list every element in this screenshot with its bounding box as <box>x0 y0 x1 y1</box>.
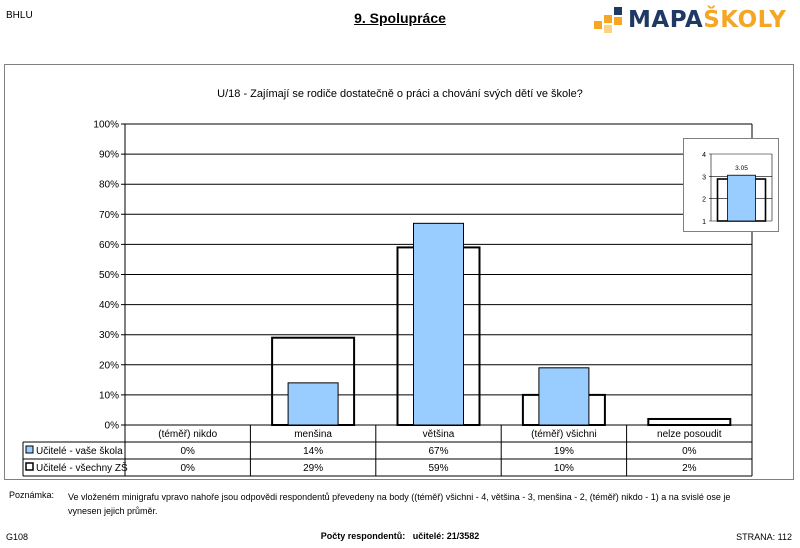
note-text: Ve vloženém minigrafu vpravo nahoře jsou… <box>68 492 731 516</box>
logo-text-mapa: MAPA <box>628 7 704 33</box>
data-label-your-school: 14% <box>303 446 323 457</box>
page-number: STRANA: 112 <box>736 532 792 542</box>
legend-label-your-school: Učitelé - vaše škola <box>36 446 123 457</box>
bar-all-schools <box>647 417 732 427</box>
mini-y-tick-label: 3 <box>702 174 706 181</box>
data-label-all-schools: 29% <box>303 463 323 474</box>
mini-y-tick-label: 4 <box>702 152 706 159</box>
data-label-all-schools: 10% <box>554 463 574 474</box>
note-label: Poznámka: <box>9 490 55 500</box>
mini-chart-box: 1 2 3 4 3.05 <box>683 138 779 232</box>
mini-y-tick-label: 2 <box>702 197 706 204</box>
respondents-value: učitelé: 21/3582 <box>412 531 480 541</box>
x-category-label: (téměř) nikdo <box>158 429 217 440</box>
y-tick-label: 0% <box>105 421 120 432</box>
y-tick-label: 20% <box>99 360 119 371</box>
mini-data-label: 3.05 <box>735 165 748 172</box>
chart-frame <box>4 64 794 480</box>
data-label-your-school: 19% <box>554 446 574 457</box>
y-tick-label: 50% <box>99 270 119 281</box>
x-category-label: (téměř) všichni <box>531 429 597 440</box>
y-tick-label: 30% <box>99 330 119 341</box>
legend-label-all-schools: Učitelé - všechny ZŠ <box>36 461 128 474</box>
data-label-your-school: 0% <box>682 446 697 457</box>
data-label-your-school: 67% <box>428 446 448 457</box>
bar-your-school <box>287 382 339 426</box>
data-label-all-schools: 2% <box>682 463 697 474</box>
y-tick-label: 60% <box>99 240 119 251</box>
mapaskoly-logo: MAPAŠKOLY <box>594 6 786 34</box>
legend-key-your-school <box>25 445 34 454</box>
y-tick-label: 90% <box>99 150 119 161</box>
y-tick-label: 80% <box>99 180 119 191</box>
logo-squares-icon <box>594 7 622 33</box>
page-title: 9. Spolupráce <box>354 10 446 26</box>
data-label-your-school: 0% <box>180 446 195 457</box>
x-category-label: menšina <box>294 429 332 440</box>
chart-title: U/18 - Zajímají se rodiče dostatečně o p… <box>217 88 583 100</box>
y-tick-label: 100% <box>93 120 119 131</box>
x-category-label: většina <box>423 429 455 440</box>
data-label-all-schools: 59% <box>428 463 448 474</box>
logo-text-skoly: ŠKOLY <box>703 7 787 33</box>
mini-y-tick-label: 1 <box>702 219 706 226</box>
x-category-label: nelze posoudit <box>657 429 722 440</box>
respondents-label: Počty respondentů: <box>320 531 406 541</box>
y-tick-label: 10% <box>99 390 119 401</box>
legend-key-all-schools <box>25 462 34 471</box>
mini-chart: 1 2 3 4 3.05 <box>702 152 773 226</box>
data-label-all-schools: 0% <box>180 463 195 474</box>
bar-your-school <box>538 367 590 426</box>
respondent-counts: Počty respondentů: učitelé: 21/3582 <box>0 531 800 541</box>
y-tick-label: 70% <box>99 210 119 221</box>
report-code: BHLU <box>6 10 33 21</box>
footer-code: G108 <box>6 532 29 542</box>
mini-bar-your-school <box>727 174 756 222</box>
y-tick-label: 40% <box>99 300 119 311</box>
bar-your-school <box>413 222 464 426</box>
